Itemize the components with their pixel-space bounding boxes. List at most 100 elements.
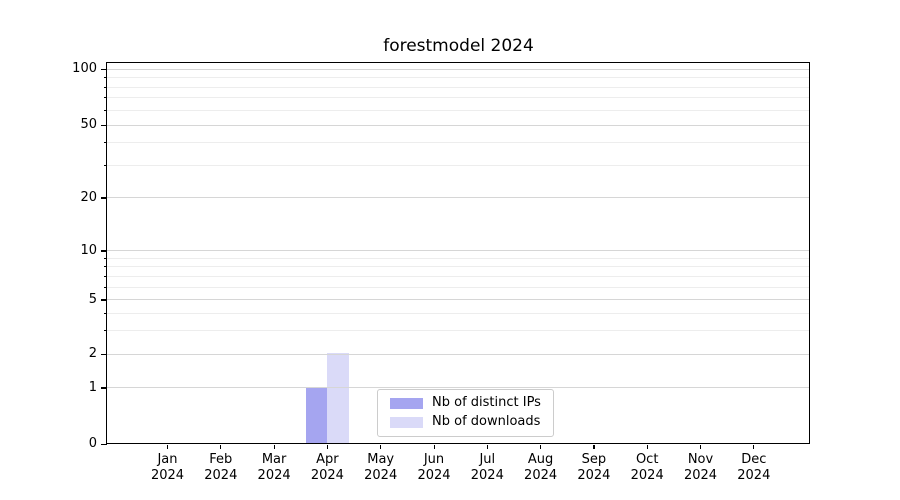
y-tick-label: 5 <box>88 291 97 307</box>
y-minor-tick <box>104 329 107 331</box>
x-tick-label: Nov 2024 <box>675 452 727 484</box>
y-tick <box>101 124 107 126</box>
x-tick-year: 2024 <box>524 468 558 483</box>
y-tick-label: 100 <box>72 61 97 77</box>
gridline <box>107 266 809 268</box>
y-minor-tick <box>104 109 107 111</box>
y-tick-label: 50 <box>80 117 97 133</box>
legend-item-downloads: Nb of downloads <box>390 414 541 430</box>
x-tick-year: 2024 <box>577 468 611 483</box>
gridline <box>107 77 809 79</box>
x-tick-month: Dec <box>741 452 767 467</box>
legend-swatch-distinct-ips <box>390 397 423 409</box>
gridline <box>107 275 809 277</box>
legend-item-distinct-ips: Nb of distinct IPs <box>390 395 541 411</box>
y-minor-tick <box>104 275 107 277</box>
x-tick-label: Aug 2024 <box>515 452 567 484</box>
y-tick <box>101 353 107 355</box>
y-tick <box>101 250 107 252</box>
y-minor-tick <box>104 257 107 259</box>
x-tick-month: Jan <box>157 452 178 467</box>
x-tick <box>220 445 222 449</box>
bar-nb-of-distinct-ips <box>306 387 328 443</box>
y-minor-tick <box>104 142 107 144</box>
y-minor-tick <box>104 77 107 79</box>
x-tick <box>646 445 648 449</box>
y-minor-tick <box>104 286 107 288</box>
x-tick-year: 2024 <box>204 468 238 483</box>
x-tick-label: Oct 2024 <box>621 452 673 484</box>
x-tick <box>700 445 702 449</box>
gridline <box>107 142 809 144</box>
x-tick <box>540 445 542 449</box>
y-minor-tick <box>104 97 107 99</box>
bar-nb-of-downloads <box>327 353 349 443</box>
gridline <box>107 86 809 88</box>
y-tick <box>101 387 107 389</box>
x-tick-label: Jul 2024 <box>461 452 513 484</box>
legend: Nb of distinct IPs Nb of downloads <box>377 389 554 437</box>
x-tick <box>167 445 169 449</box>
y-tick-label: 2 <box>88 346 97 362</box>
x-tick <box>380 445 382 449</box>
gridline <box>107 97 809 99</box>
gridline <box>107 250 809 252</box>
x-tick-year: 2024 <box>364 468 398 483</box>
x-tick-label: May 2024 <box>355 452 407 484</box>
grid-layer <box>107 63 809 443</box>
x-tick-year: 2024 <box>470 468 504 483</box>
gridline <box>107 68 809 70</box>
x-tick <box>273 445 275 449</box>
x-tick-month: Jun <box>423 452 445 467</box>
bars-layer <box>107 63 809 443</box>
y-tick <box>101 443 107 445</box>
x-tick-month: May <box>367 452 395 467</box>
y-tick-label: 10 <box>80 242 97 258</box>
legend-label-distinct-ips: Nb of distinct IPs <box>432 395 541 410</box>
x-tick <box>486 445 488 449</box>
y-minor-tick <box>104 266 107 268</box>
x-tick-month: Apr <box>316 452 339 467</box>
x-tick-year: 2024 <box>630 468 664 483</box>
x-tick-month: Aug <box>527 452 554 467</box>
gridline <box>107 353 809 355</box>
x-tick-month: Mar <box>261 452 287 467</box>
x-tick <box>433 445 435 449</box>
x-tick-month: Sep <box>581 452 607 467</box>
y-minor-tick <box>104 312 107 314</box>
y-tick <box>101 68 107 70</box>
gridline <box>107 312 809 314</box>
x-tick-month: Jul <box>479 452 496 467</box>
x-tick-month: Oct <box>635 452 659 467</box>
x-tick-label: Dec 2024 <box>728 452 780 484</box>
y-tick-label: 1 <box>88 379 97 395</box>
x-tick-label: Apr 2024 <box>301 452 353 484</box>
x-tick-label: Feb 2024 <box>195 452 247 484</box>
x-tick-label: Jan 2024 <box>142 452 194 484</box>
plot-area <box>106 62 810 444</box>
gridline <box>107 286 809 288</box>
gridline <box>107 165 809 167</box>
x-tick-year: 2024 <box>737 468 771 483</box>
gridline <box>107 387 809 389</box>
gridline <box>107 299 809 301</box>
y-minor-tick <box>104 165 107 167</box>
x-tick-year: 2024 <box>310 468 344 483</box>
gridline <box>107 124 809 126</box>
y-tick <box>101 299 107 301</box>
gridline <box>107 257 809 259</box>
y-minor-tick <box>104 86 107 88</box>
x-tick-label: Mar 2024 <box>248 452 300 484</box>
y-tick <box>101 197 107 199</box>
chart-title: forestmodel 2024 <box>383 36 534 56</box>
legend-label-downloads: Nb of downloads <box>432 414 541 429</box>
x-tick-month: Nov <box>687 452 714 467</box>
x-tick <box>593 445 595 449</box>
legend-swatch-downloads <box>390 416 423 428</box>
y-tick-label: 0 <box>88 436 97 451</box>
x-tick-year: 2024 <box>683 468 718 483</box>
x-tick-year: 2024 <box>150 468 185 483</box>
x-tick <box>326 445 329 449</box>
x-tick-label: Sep 2024 <box>568 452 620 484</box>
